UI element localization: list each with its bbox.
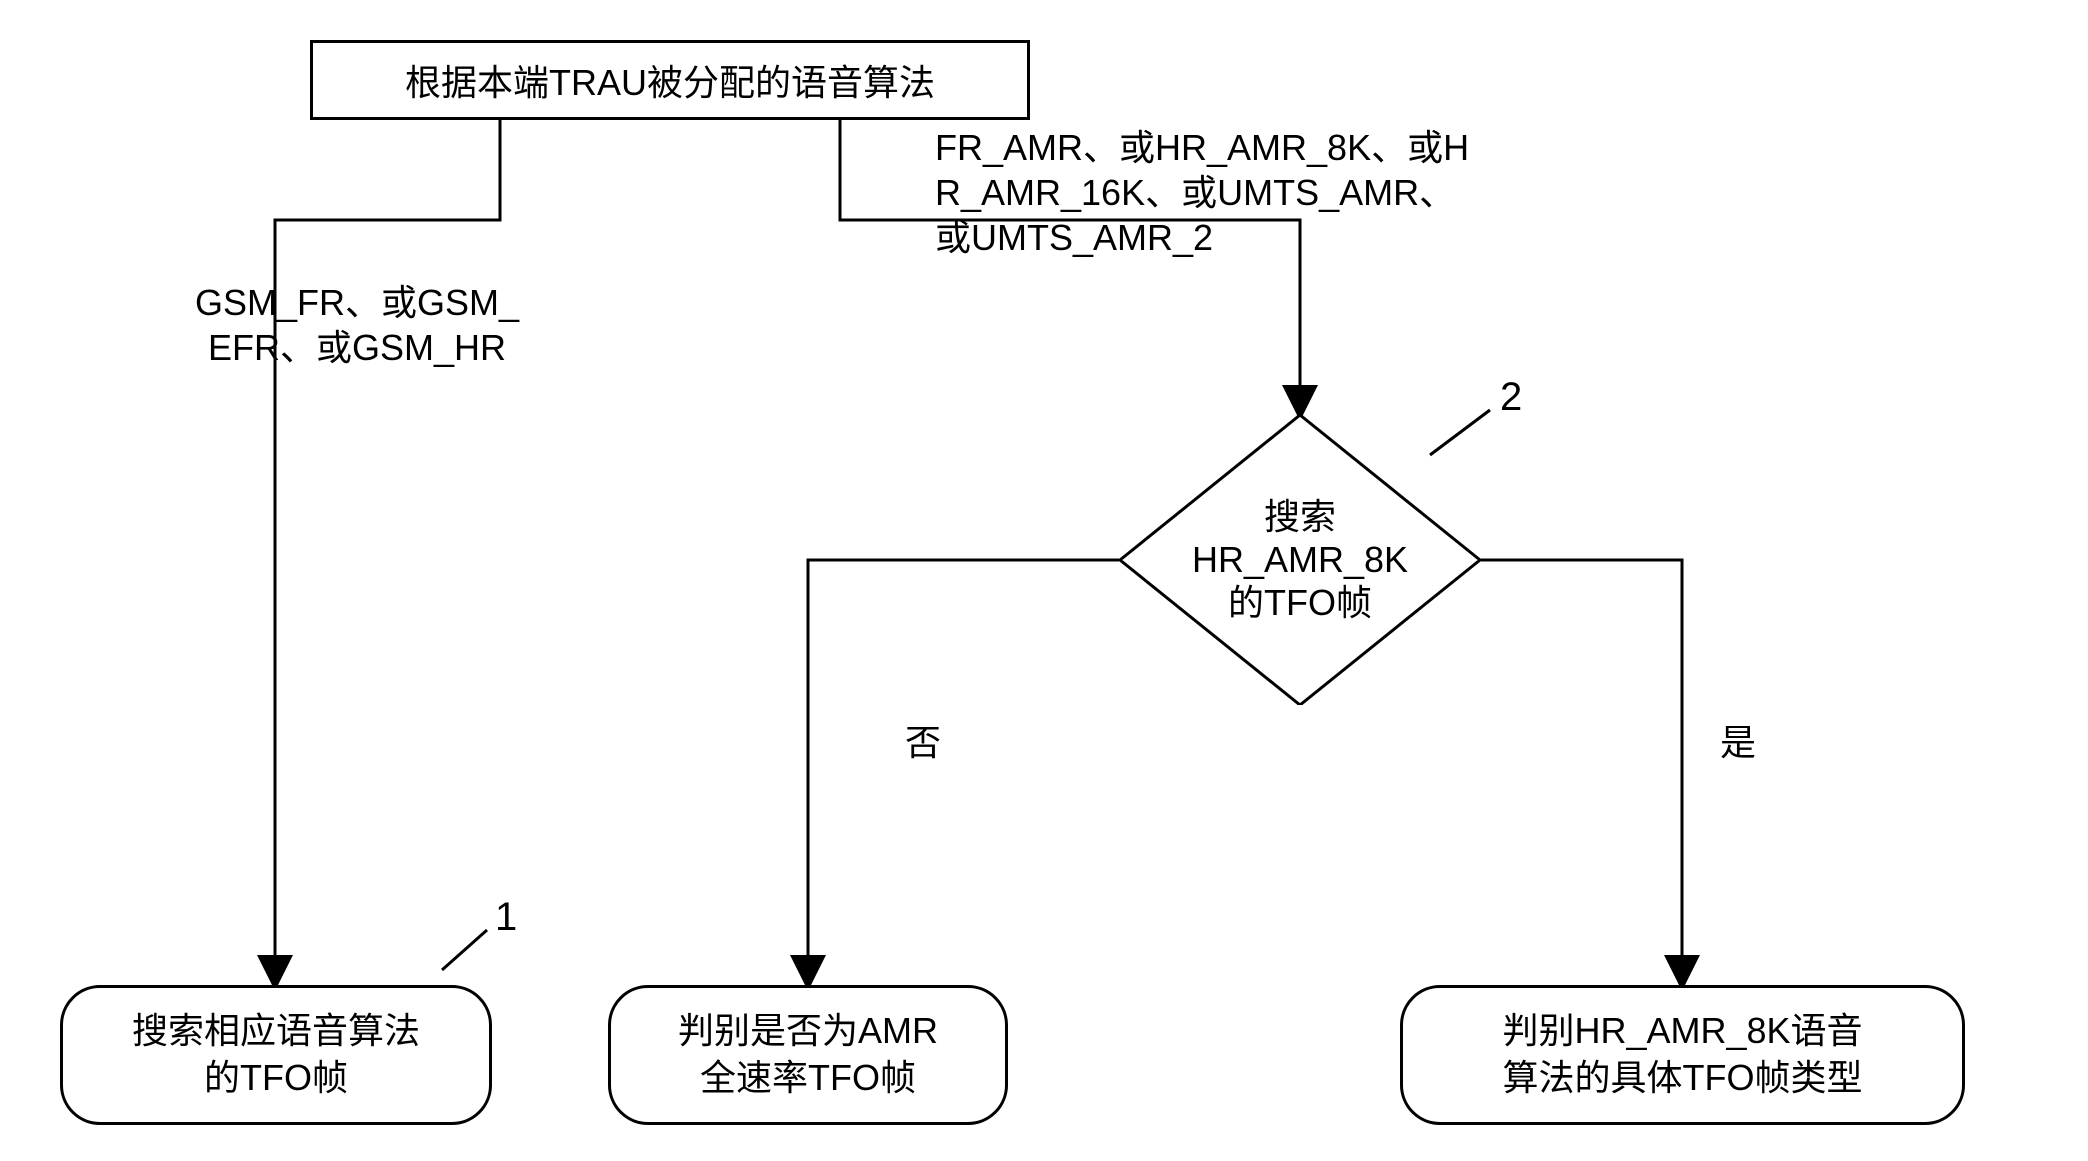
terminal-right: 判别HR_AMR_8K语音 算法的具体TFO帧类型 (1400, 985, 1965, 1125)
diamond-line1: 搜索 (1264, 496, 1336, 537)
terminal-right-line1: 判别HR_AMR_8K语音 (1502, 1010, 1862, 1051)
terminal-mid-line1: 判别是否为AMR (678, 1010, 938, 1051)
no-text: 否 (905, 722, 941, 763)
no-label: 否 (905, 720, 941, 765)
terminal-left-line2: 的TFO帧 (204, 1057, 348, 1098)
terminal-mid-line2: 全速率TFO帧 (700, 1057, 916, 1098)
edge-diamond-yes (1480, 560, 1682, 985)
ref2-text: 2 (1500, 375, 1522, 419)
terminal-mid: 判别是否为AMR 全速率TFO帧 (608, 985, 1008, 1125)
yes-text: 是 (1720, 722, 1756, 763)
diamond-text: 搜索 HR_AMR_8K 的TFO帧 (1192, 495, 1408, 625)
edge-left-branch (275, 120, 500, 985)
terminal-left: 搜索相应语音算法 的TFO帧 (60, 985, 492, 1125)
diamond-line3: 的TFO帧 (1228, 583, 1372, 624)
decision-diamond: 搜索 HR_AMR_8K 的TFO帧 (1120, 415, 1480, 705)
ref1-text: 1 (495, 895, 517, 939)
ref-2: 2 (1500, 375, 1522, 420)
left-branch-line1: GSM_FR、或GSM_ (195, 282, 519, 323)
ref-1: 1 (495, 895, 517, 940)
diamond-line2: HR_AMR_8K (1192, 539, 1408, 580)
ref-tick-1 (442, 930, 487, 970)
yes-label: 是 (1720, 720, 1756, 765)
left-branch-line2: EFR、或GSM_HR (208, 327, 506, 368)
flowchart-container: 根据本端TRAU被分配的语音算法 GSM_FR、或GSM_ EFR、或GSM_H… (0, 0, 2088, 1161)
right-branch-label: FR_AMR、或HR_AMR_8K、或H R_AMR_16K、或UMTS_AMR… (935, 125, 1469, 260)
left-branch-label: GSM_FR、或GSM_ EFR、或GSM_HR (195, 280, 519, 370)
terminal-left-line1: 搜索相应语音算法 (132, 1010, 420, 1051)
terminal-right-line2: 算法的具体TFO帧类型 (1503, 1057, 1863, 1098)
start-node: 根据本端TRAU被分配的语音算法 (310, 40, 1030, 120)
right-branch-line3: 或UMTS_AMR_2 (935, 217, 1213, 258)
start-node-text: 根据本端TRAU被分配的语音算法 (405, 54, 935, 106)
right-branch-line2: R_AMR_16K、或UMTS_AMR、 (935, 172, 1455, 213)
right-branch-line1: FR_AMR、或HR_AMR_8K、或H (935, 127, 1469, 168)
edge-diamond-no (808, 560, 1120, 985)
